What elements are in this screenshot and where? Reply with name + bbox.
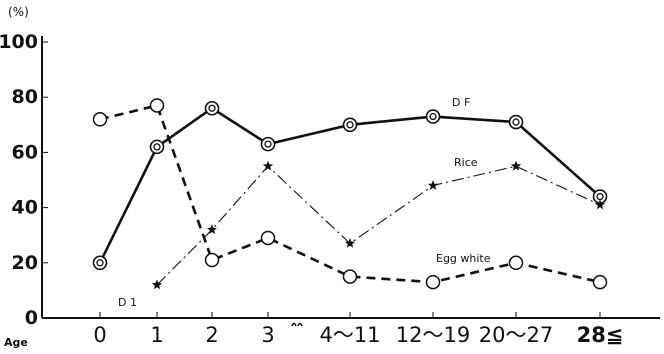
data-point xyxy=(342,269,358,284)
data-point-inner xyxy=(346,121,354,129)
data-point-inner xyxy=(208,104,216,112)
series-egg-white xyxy=(92,98,608,290)
y-tick-label: 0 xyxy=(25,307,38,329)
data-point xyxy=(344,238,356,248)
annotation-label: D 1 xyxy=(118,296,137,309)
series-group xyxy=(92,98,608,290)
data-point xyxy=(260,230,276,246)
data-point xyxy=(425,274,441,290)
y-tick-label: 20 xyxy=(12,252,38,274)
x-axis-title: Age xyxy=(4,336,28,349)
x-tick-label: 28≦ xyxy=(577,323,624,347)
series-label: Rice xyxy=(454,156,478,169)
y-tick-label: 60 xyxy=(12,141,38,163)
data-point xyxy=(594,199,606,210)
axis-break-mark xyxy=(291,322,303,327)
data-point xyxy=(92,112,108,127)
data-point xyxy=(592,274,608,290)
series-label: D F xyxy=(452,96,470,109)
x-tick-label: 3 xyxy=(261,323,274,347)
x-tick-labels: 0 1 2 3 4～11 12～19 20～27 28≦ xyxy=(93,312,623,347)
data-point-inner xyxy=(153,143,161,151)
series-label: Egg white xyxy=(436,252,491,265)
x-tick-label: 20～27 xyxy=(479,323,553,347)
data-point xyxy=(427,180,439,190)
y-tick-label: 80 xyxy=(12,86,38,108)
x-tick-label: 12～19 xyxy=(396,323,470,347)
data-point-inner xyxy=(96,259,104,267)
x-tick-label: 4～11 xyxy=(319,323,380,347)
series-line xyxy=(99,103,601,284)
series-d-f xyxy=(92,100,608,271)
data-point-inner xyxy=(429,112,437,121)
data-point xyxy=(149,98,165,113)
y-tick-labels: 0 20 40 60 80 100 xyxy=(0,31,48,329)
y-tick-label: 100 xyxy=(0,31,38,53)
data-point-inner xyxy=(596,192,604,201)
data-point xyxy=(262,160,274,171)
data-point xyxy=(204,252,220,268)
series-line xyxy=(98,106,601,264)
x-tick-label: 2 xyxy=(205,323,218,347)
data-point-inner xyxy=(512,118,520,126)
series-labels: D F Rice Egg white D 1 xyxy=(118,96,491,309)
data-point xyxy=(508,255,524,271)
data-point xyxy=(206,224,218,235)
x-tick-label: 1 xyxy=(150,323,163,347)
chart-axes xyxy=(41,36,660,327)
x-tick-label: 0 xyxy=(93,323,106,347)
y-tick-label: 40 xyxy=(12,197,38,219)
data-point xyxy=(151,279,163,290)
data-point-inner xyxy=(264,140,272,148)
data-point xyxy=(510,160,522,171)
series-rice xyxy=(151,160,606,290)
y-axis-unit-label: (%) xyxy=(8,5,29,19)
